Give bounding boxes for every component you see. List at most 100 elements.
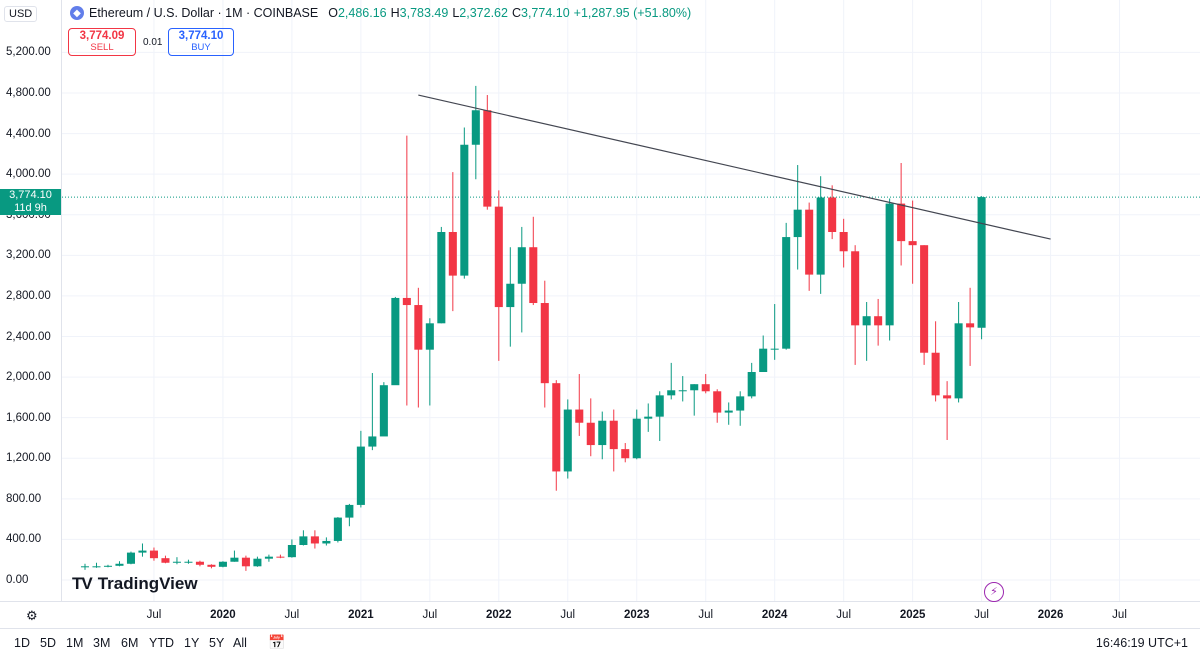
y-tick-label: 2,800.00 bbox=[6, 289, 51, 302]
candle bbox=[80, 563, 90, 570]
y-tick-label: 0.00 bbox=[6, 574, 29, 586]
candle-body bbox=[598, 420, 607, 446]
y-tick-label: 3,200.00 bbox=[6, 249, 51, 262]
timeframe-1y[interactable]: 1Y bbox=[184, 636, 200, 650]
clock-timezone[interactable]: 16:46:19 UTC+1 bbox=[1095, 636, 1188, 650]
candle bbox=[621, 443, 630, 463]
candle bbox=[575, 374, 584, 436]
candle bbox=[632, 409, 641, 460]
candle bbox=[782, 222, 791, 350]
candle-body bbox=[644, 416, 653, 419]
high-label: H bbox=[390, 6, 400, 20]
candlestick-chart[interactable] bbox=[0, 0, 1200, 601]
timeframe-3m[interactable]: 3M bbox=[93, 636, 111, 650]
toolbar-border bbox=[0, 628, 1200, 629]
candle-body bbox=[736, 396, 745, 411]
candle-body bbox=[621, 449, 630, 459]
candle bbox=[299, 530, 308, 546]
buy-button[interactable]: 3,774.10 BUY bbox=[168, 28, 234, 56]
candle bbox=[943, 381, 952, 440]
candle bbox=[425, 318, 434, 406]
candle-body bbox=[724, 410, 733, 413]
candle-body bbox=[264, 556, 273, 559]
time-axis-border bbox=[0, 601, 1200, 602]
candle bbox=[379, 382, 388, 437]
x-tick-label: Jul bbox=[974, 609, 989, 621]
calendar-range-icon[interactable]: 📅 bbox=[268, 634, 286, 650]
timeframe-all[interactable]: All bbox=[233, 636, 247, 650]
y-tick-label: 800.00 bbox=[6, 492, 42, 505]
candle bbox=[172, 557, 181, 565]
candle bbox=[862, 302, 871, 361]
x-tick-label: 2026 bbox=[1037, 609, 1064, 621]
x-tick-label: Jul bbox=[1112, 609, 1127, 621]
close-value: 3,774.10 bbox=[521, 6, 570, 20]
y-tick-label: 4,800.00 bbox=[6, 87, 51, 99]
symbol-legend: ◆ Ethereum / U.S. Dollar · 1M · COINBASE… bbox=[70, 6, 691, 20]
timeframe-5y[interactable]: 5Y bbox=[209, 636, 225, 650]
y-tick-label: 4,400.00 bbox=[6, 127, 51, 140]
candle bbox=[828, 185, 837, 240]
candle-body bbox=[805, 209, 814, 275]
candle bbox=[805, 202, 814, 291]
candle bbox=[724, 402, 733, 425]
timeframe-1m[interactable]: 1M bbox=[66, 636, 84, 650]
brand-name: TradingView bbox=[97, 574, 198, 593]
candle-body bbox=[483, 110, 492, 207]
timezone-settings-icon[interactable]: ⚙ bbox=[26, 608, 38, 623]
timeframe-5d[interactable]: 5D bbox=[40, 636, 56, 650]
candle-body bbox=[172, 561, 181, 563]
candle-body bbox=[92, 566, 101, 568]
candle-body bbox=[241, 557, 250, 567]
candle-body bbox=[529, 247, 538, 304]
candle bbox=[103, 564, 113, 568]
candle-body bbox=[80, 566, 90, 568]
ethereum-logo-icon: ◆ bbox=[70, 6, 84, 20]
candle-body bbox=[322, 540, 331, 544]
lightning-icon[interactable]: ⚡ bbox=[984, 582, 1004, 602]
chart-gridlines bbox=[62, 0, 1200, 601]
candle-body bbox=[713, 391, 722, 413]
y-tick-label: 400.00 bbox=[6, 533, 42, 546]
last-price-label: 3,774.10 11d 9h bbox=[0, 189, 61, 216]
candle bbox=[644, 403, 653, 432]
timeframe-6m[interactable]: 6M bbox=[121, 636, 139, 650]
candle-body bbox=[345, 504, 354, 518]
x-tick-label: Jul bbox=[698, 609, 714, 621]
candle-body bbox=[207, 564, 216, 567]
x-tick-label: Jul bbox=[560, 609, 576, 621]
candle-body bbox=[701, 384, 710, 392]
candle bbox=[609, 409, 618, 472]
spread-value: 0.01 bbox=[143, 37, 163, 48]
candle-body bbox=[828, 197, 837, 232]
x-tick-label: 2020 bbox=[210, 609, 236, 621]
candle bbox=[161, 555, 170, 564]
candle bbox=[437, 226, 446, 324]
candle bbox=[276, 554, 285, 559]
currency-selector[interactable]: USD bbox=[4, 6, 38, 22]
sell-button[interactable]: 3,774.09 SELL bbox=[68, 28, 136, 56]
candle-body bbox=[126, 552, 135, 564]
timeframe-1d[interactable]: 1D bbox=[14, 636, 30, 650]
trend-line[interactable] bbox=[418, 94, 1051, 240]
candle-body bbox=[425, 323, 434, 350]
candle bbox=[552, 380, 561, 491]
candle-body bbox=[276, 556, 285, 558]
candle bbox=[586, 398, 595, 457]
candle-body bbox=[770, 348, 779, 350]
tradingview-logo[interactable]: TV TradingView bbox=[72, 574, 198, 594]
candle-body bbox=[356, 446, 365, 505]
x-tick-label: 2025 bbox=[899, 609, 926, 621]
timeframe-ytd[interactable]: YTD bbox=[149, 636, 174, 650]
tradingview-mark-icon: TV bbox=[72, 574, 93, 593]
candle-body bbox=[609, 420, 618, 450]
candle-body bbox=[943, 395, 952, 399]
candle bbox=[368, 373, 377, 451]
candle bbox=[690, 384, 699, 416]
candle-body bbox=[379, 385, 388, 437]
bar-countdown: 11d 9h bbox=[14, 202, 47, 215]
symbol-title[interactable]: Ethereum / U.S. Dollar · 1M · COINBASE bbox=[89, 6, 319, 20]
y-tick-label: 2,000.00 bbox=[6, 371, 51, 384]
candle bbox=[920, 245, 929, 365]
candle-body bbox=[690, 384, 699, 391]
